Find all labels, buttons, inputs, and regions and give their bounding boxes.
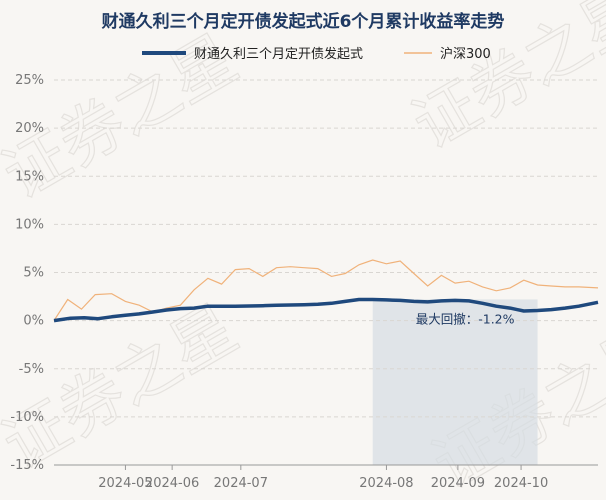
y-tick-label: 0% <box>23 314 44 329</box>
legend-label-index[interactable]: 沪深300 <box>440 46 491 62</box>
series-line-fund <box>53 297 599 323</box>
y-tick-label: 20% <box>15 121 44 136</box>
series-line-hs300 <box>53 259 599 321</box>
y-tick-label: 25% <box>15 73 44 88</box>
y-tick-label: 5% <box>23 266 44 281</box>
y-tick-label: -15% <box>10 458 44 473</box>
y-tick-label: 15% <box>15 169 44 184</box>
x-tick-label: 2024-10 <box>494 476 548 491</box>
max-drawdown-area <box>372 299 538 465</box>
x-tick-label: 2024-06 <box>145 476 199 491</box>
y-tick-label: 10% <box>15 217 44 232</box>
legend: 财通久利三个月定开债发起式 沪深300 <box>142 46 491 62</box>
chart-title: 财通久利三个月定开债发起式近6个月累计收益率走势 <box>101 11 505 32</box>
y-axis: 25% 20% 15% 10% 5% 0% -5% -10% -15% <box>10 73 44 473</box>
x-tick-label: 2024-08 <box>359 476 413 491</box>
x-tick-label: 2024-09 <box>431 476 485 491</box>
x-tick-label: 2024-07 <box>214 476 268 491</box>
y-tick-label: -10% <box>10 410 44 425</box>
legend-label-fund[interactable]: 财通久利三个月定开债发起式 <box>194 46 363 62</box>
x-tick-label: 2024-05 <box>98 476 152 491</box>
max-drawdown-label: 最大回撤：-1.2% <box>416 312 515 327</box>
y-tick-label: -5% <box>19 362 44 377</box>
